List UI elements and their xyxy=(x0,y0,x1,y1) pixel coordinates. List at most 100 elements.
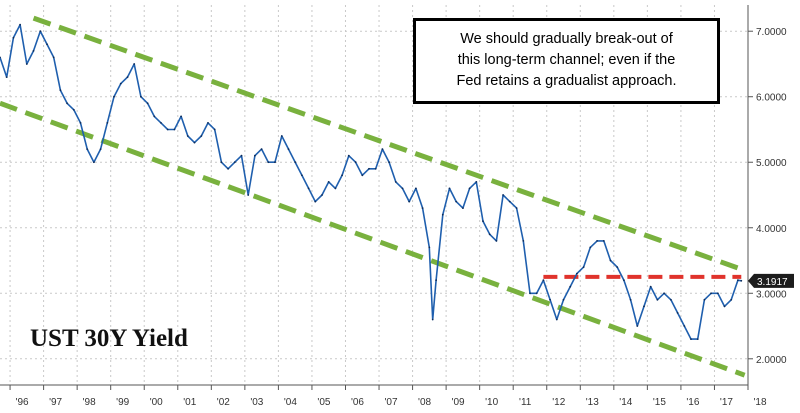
data-point xyxy=(368,167,370,170)
data-point xyxy=(119,82,122,85)
data-point xyxy=(582,266,585,268)
data-point xyxy=(86,148,89,151)
data-point xyxy=(341,174,343,177)
data-point xyxy=(5,76,8,78)
data-point xyxy=(676,312,679,314)
x-tick-label: '98 xyxy=(83,397,96,408)
data-point xyxy=(623,279,625,282)
data-point xyxy=(629,298,632,301)
x-tick-label: '09 xyxy=(452,397,465,408)
data-point xyxy=(683,325,686,327)
data-point xyxy=(133,63,136,65)
data-point xyxy=(160,122,162,124)
data-point xyxy=(431,318,434,321)
data-point xyxy=(663,292,665,295)
x-tick-label: '08 xyxy=(418,397,431,408)
data-point xyxy=(32,50,35,52)
data-point xyxy=(549,298,551,301)
data-point xyxy=(488,233,491,236)
data-point xyxy=(569,285,572,288)
data-point xyxy=(576,272,578,275)
data-point xyxy=(388,161,390,164)
data-point xyxy=(260,148,263,151)
data-point xyxy=(421,207,424,210)
data-point xyxy=(535,292,538,295)
data-point xyxy=(730,298,733,301)
data-point xyxy=(274,161,276,164)
data-point xyxy=(233,161,236,164)
data-point xyxy=(495,240,498,242)
data-point xyxy=(609,259,612,262)
x-tick-label: '04 xyxy=(284,397,297,408)
x-tick-label: '07 xyxy=(385,397,398,408)
data-point xyxy=(280,135,283,137)
data-point xyxy=(643,305,645,308)
data-point xyxy=(180,115,183,118)
data-point xyxy=(140,95,142,98)
data-point xyxy=(394,181,397,183)
x-tick-label: '18 xyxy=(753,397,766,408)
data-point xyxy=(113,95,115,98)
lower-channel-line xyxy=(0,100,746,378)
data-point xyxy=(408,200,411,203)
data-point xyxy=(740,279,743,282)
data-point xyxy=(374,167,377,170)
data-point xyxy=(401,187,404,190)
x-tick-label: '13 xyxy=(586,397,599,408)
data-point xyxy=(542,279,545,282)
x-tick-label: '02 xyxy=(217,397,230,408)
data-point xyxy=(200,135,203,137)
data-point xyxy=(166,128,169,131)
data-point xyxy=(146,102,149,105)
x-tick-label: '96 xyxy=(16,397,29,408)
data-point xyxy=(39,30,42,33)
data-point xyxy=(435,279,437,282)
data-point xyxy=(220,161,223,164)
data-point xyxy=(213,128,216,131)
data-point xyxy=(723,305,726,308)
x-tick-label: '15 xyxy=(653,397,666,408)
x-tick-label: '11 xyxy=(519,397,532,408)
data-point xyxy=(46,43,48,46)
y-tick-label: 7.0000 xyxy=(756,27,787,38)
x-tick-label: '17 xyxy=(720,397,733,408)
data-point xyxy=(529,292,531,295)
data-point xyxy=(301,174,303,177)
last-value-marker: 3.1917 xyxy=(748,273,794,288)
data-point xyxy=(696,338,699,340)
data-point xyxy=(227,167,230,170)
x-tick-label: '12 xyxy=(552,397,565,408)
data-point xyxy=(737,279,739,282)
data-point xyxy=(656,298,659,301)
data-point xyxy=(602,240,605,242)
data-point xyxy=(321,194,323,196)
data-point xyxy=(267,161,270,164)
data-point xyxy=(93,161,95,164)
annotation-line-2: this long-term channel; even if the xyxy=(457,52,676,68)
y-tick-label: 3.0000 xyxy=(756,289,787,300)
data-point xyxy=(0,56,1,59)
x-tick-label: '00 xyxy=(150,397,163,408)
data-point xyxy=(589,246,592,249)
data-point xyxy=(690,338,692,340)
data-point xyxy=(12,36,15,39)
data-point xyxy=(240,154,243,157)
data-point xyxy=(441,213,444,216)
data-point xyxy=(126,76,129,78)
data-point xyxy=(79,122,82,124)
annotation-line-1: We should gradually break-out of xyxy=(460,31,673,47)
data-point xyxy=(254,154,256,157)
data-point xyxy=(649,285,652,288)
x-tick-label: '06 xyxy=(351,397,364,408)
data-point xyxy=(428,246,431,249)
data-point xyxy=(99,148,102,151)
x-tick-label: '01 xyxy=(183,397,196,408)
data-point xyxy=(19,23,21,26)
data-point xyxy=(52,56,55,59)
y-tick-label: 4.0000 xyxy=(756,224,787,235)
annotation-box: We should gradually break-out of this lo… xyxy=(413,18,720,104)
data-point xyxy=(636,325,639,327)
last-value-tag xyxy=(748,273,794,288)
y-tick-label: 5.0000 xyxy=(756,158,787,169)
upper-channel-line xyxy=(32,15,746,273)
